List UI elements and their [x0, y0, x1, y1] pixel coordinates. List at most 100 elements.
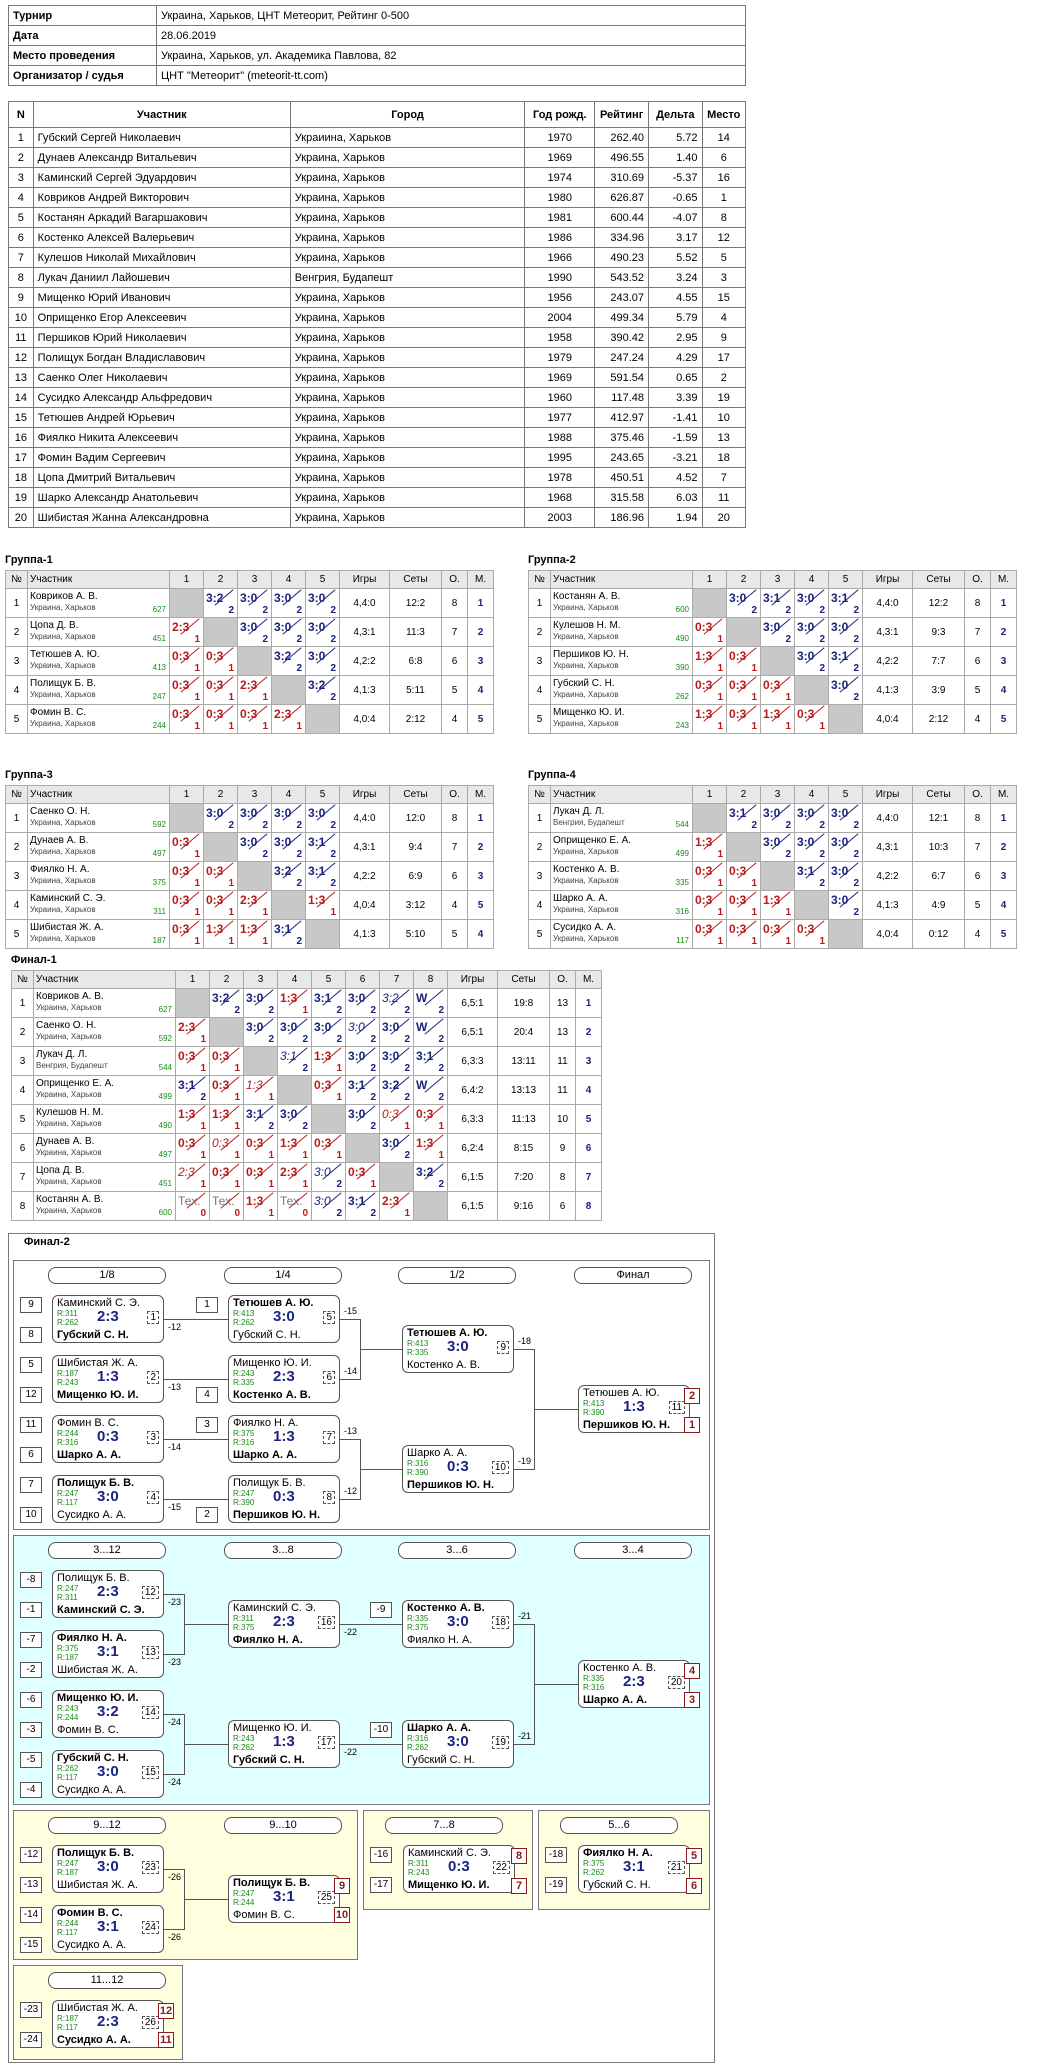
participant-cell: 11	[701, 487, 747, 508]
player1-rating: R:247	[233, 1489, 255, 1498]
participant-cell: Украина, Харьков	[289, 467, 526, 488]
result-cell: 1:3 1	[305, 890, 340, 920]
group-row: 5 Мищенко Ю. И. Украина, Харьков 243 1:3 1 0:3…	[528, 704, 1017, 734]
diagonal-cell	[203, 832, 238, 862]
match-box: Фиялко Н. А. R:375 R:187 3:1 13 Шибистая…	[52, 1630, 164, 1678]
group-title: Группа-1	[5, 554, 53, 566]
points: 1	[234, 1150, 240, 1161]
info-row: Турнир Украина, Харьков, ЦНТ Метеорит, Ре…	[8, 5, 746, 26]
col-opponent: 2	[209, 970, 244, 989]
match-score: 0:3	[448, 1858, 470, 1875]
diagonal-cell	[271, 675, 306, 705]
sets: 12:1	[912, 803, 965, 833]
match-number: 4	[147, 1491, 159, 1504]
result-cell: 1:3 1	[243, 1075, 278, 1105]
player2-rating: R:262	[583, 1868, 605, 1877]
participant-cell: 1978	[524, 467, 596, 488]
place: 1	[467, 803, 494, 833]
match-score: 3:0	[447, 1613, 469, 1630]
participant-row: 15 Тетюшев Андрей Юрьевич Украина, Харьков…	[8, 407, 747, 428]
points: 1	[234, 1063, 240, 1074]
participant-cell: 18	[701, 447, 747, 468]
player-city: Украина, Харьков	[553, 632, 619, 641]
score-points: 8	[549, 1162, 576, 1192]
group-title: Группа-2	[528, 554, 576, 566]
participant-cell: 13	[8, 367, 34, 388]
player-cell: Полищук Б. В. Украина, Харьков 247	[27, 675, 170, 705]
points: 1	[228, 663, 234, 674]
group-row: 4 Оприщенко Е. А. Украина, Харьков 499 3:1 2 0…	[11, 1075, 602, 1105]
player-name: Першиков Ю. Н.	[553, 649, 629, 660]
score-points: 11	[549, 1075, 576, 1105]
result-cell: 3:0 2	[794, 588, 829, 618]
row-number: 1	[11, 988, 34, 1018]
place: 7	[575, 1162, 602, 1192]
participant-cell: 16	[8, 427, 34, 448]
match-box: Каминский С. Э. R:311 R:262 2:3 1 Губски…	[52, 1295, 164, 1343]
participant-cell: Украина, Харьков	[289, 447, 526, 468]
result-cell: 3:0 2	[760, 832, 795, 862]
col-opponent: 1	[175, 970, 210, 989]
group-table: № Участник 1 2 3 4 5 6 7 8 Игры Сеты О. М. 1 Ковриков А…	[11, 970, 602, 1221]
player-rating: 499	[158, 1092, 172, 1101]
points: 1	[302, 1150, 308, 1161]
player-name: Цопа Д. В.	[36, 1165, 85, 1176]
player2-rating: R:335	[407, 1348, 429, 1357]
match-box: Фиялко Н. А. R:375 R:262 3:1 21 Губский …	[578, 1845, 690, 1893]
participant-row: 5 Костанян Аркадий Вагаршакович Украина, Х…	[8, 207, 747, 228]
result-cell: 3:1 2	[760, 588, 795, 618]
result-cell: 3:0 2	[237, 588, 272, 618]
result-cell: 1:3 1	[692, 704, 727, 734]
result-cell: 3:2 2	[209, 988, 244, 1018]
player1-name: Шарко А. А.	[407, 1447, 468, 1459]
points: 2	[296, 663, 302, 674]
participant-cell: Мищенко Юрий Иванович	[32, 287, 291, 308]
player-cell: Каминский С. Э. Украина, Харьков 311	[27, 890, 170, 920]
player-rating: 247	[152, 692, 166, 701]
round-header: 3...12	[48, 1542, 166, 1559]
column-header: Рейтинг	[594, 101, 650, 128]
player2-rating: R:117	[57, 1498, 78, 1507]
loser-label: -21	[518, 1611, 532, 1621]
participant-row: 11 Першиков Юрий Николаевич Украина, Харьк…	[8, 327, 747, 348]
player-cell: Сусидко А. А. Украина, Харьков 117	[550, 919, 693, 949]
player-cell: Кулешов Н. М. Украина, Харьков 490	[550, 617, 693, 647]
player2-rating: R:390	[407, 1468, 429, 1477]
participant-cell: 334.96	[594, 227, 650, 248]
points: 2	[234, 1005, 240, 1016]
match-score: 1:3	[273, 1428, 295, 1445]
points: 1	[262, 907, 268, 918]
seed-box: 4	[196, 1387, 218, 1403]
diagonal-cell	[277, 1075, 312, 1105]
participant-row: 16 Фиялко Никита Алексеевич Украина, Харьк…	[8, 427, 747, 448]
seed-box: -13	[20, 1877, 42, 1893]
seed-box: 3	[196, 1417, 218, 1433]
points: 2	[200, 1092, 206, 1103]
participant-row: 14 Сусидко Александр Альфредович Украина, …	[8, 387, 747, 408]
place: 2	[467, 832, 494, 862]
row-number: 2	[528, 832, 551, 862]
connector-line	[360, 1469, 402, 1470]
diagonal-cell	[794, 675, 829, 705]
points: 1	[785, 907, 791, 918]
points: 1	[194, 878, 200, 889]
participant-cell: Украина, Харьков	[289, 327, 526, 348]
group-row: 1 Ковриков А. В. Украина, Харьков 627 3:2 2 3:…	[11, 988, 602, 1018]
score-points: 13	[549, 988, 576, 1018]
player-name: Дунаев А. В.	[30, 835, 89, 846]
participant-cell: 20	[8, 507, 34, 528]
place: 1	[467, 588, 494, 618]
result-cell: 0:3 1	[692, 675, 727, 705]
participant-row: 18 Цопа Дмитрий Витальевич Украина, Харько…	[8, 467, 747, 488]
player2-rating: R:335	[233, 1378, 255, 1387]
participant-cell: 4	[701, 307, 747, 328]
sets: 2:12	[912, 704, 965, 734]
games: 4,3:1	[339, 617, 390, 647]
participant-cell: 1	[701, 187, 747, 208]
row-number: 8	[11, 1191, 34, 1221]
player-cell: Дунаев А. В. Украина, Харьков 497	[33, 1133, 176, 1163]
connector-line	[534, 1684, 578, 1685]
result-cell: 3:0 2	[794, 646, 829, 676]
group-table: № Участник 1 2 3 4 5 Игры Сеты О. М. 1 Ковриков А. В…	[5, 570, 494, 734]
